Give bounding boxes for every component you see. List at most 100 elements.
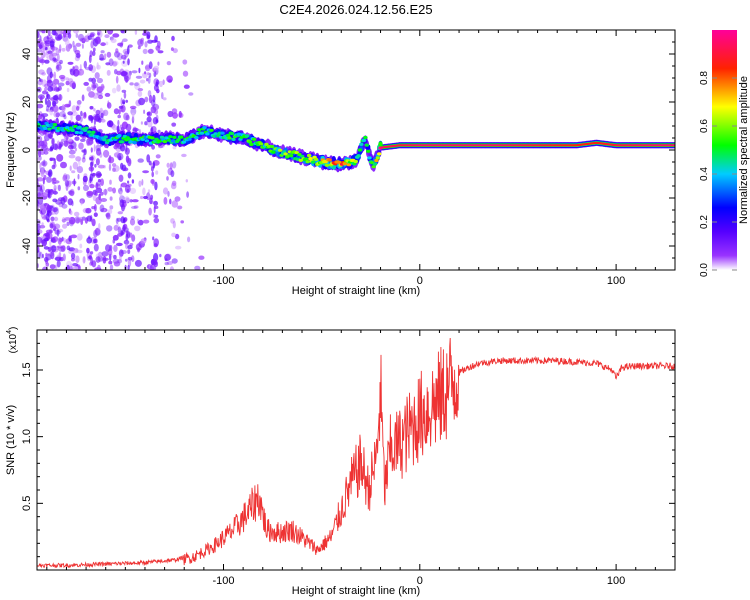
spectrogram-noise-cell: [43, 237, 49, 242]
spectrogram-noise-cell: [187, 236, 191, 243]
spectrogram-noise-cell: [72, 161, 79, 170]
spectrogram-noise-cell: [82, 112, 87, 119]
spectrogram-ridge-cell: [199, 131, 205, 135]
spectrogram-noise-cell: [52, 207, 58, 212]
spectrogram-noise-cell: [53, 184, 57, 193]
spectrogram-noise-cell: [137, 45, 141, 50]
spectrogram-ridge-cell: [225, 133, 231, 137]
spectrogram-noise-cell: [75, 248, 79, 252]
spectrogram-noise-cell: [46, 34, 53, 39]
spectrogram-noise-cell: [39, 204, 45, 211]
spectrogram-noise-cell: [146, 116, 152, 123]
spectrogram-noise-cell: [66, 264, 70, 270]
spectrogram-noise-cell: [119, 199, 125, 208]
colorbar-tick-label: 0.4: [699, 167, 710, 181]
snr-multiplier-close: ): [8, 327, 19, 330]
spectrogram-noise-cell: [68, 192, 74, 196]
spectrogram-noise-cell: [37, 229, 43, 234]
spectrogram-ridge-cell: [304, 157, 309, 161]
spectrogram-noise-cell: [171, 35, 175, 42]
spectrogram-ridge-cell: [236, 132, 242, 136]
spectrogram-noise-cell: [56, 228, 60, 237]
spectrogram-xtick-label: 100: [607, 275, 625, 287]
spectrogram-noise-cell: [39, 224, 46, 229]
spectrogram-noise-cell: [116, 217, 122, 222]
spectrogram-noise-cell: [131, 199, 139, 203]
spectrogram-noise-cell: [69, 188, 75, 197]
spectrogram-ytick-label: 20: [21, 96, 33, 108]
spectrogram-ridge-cell: [324, 163, 330, 167]
spectrogram-noise-cell: [91, 155, 94, 161]
spectrogram-noise-cell: [95, 36, 101, 45]
spectrogram-noise-cell: [132, 127, 139, 132]
svg-text:(x104): (x104): [6, 327, 19, 354]
spectrogram-noise-cell: [70, 234, 78, 239]
spectrogram-noise-cell: [104, 34, 110, 39]
spectrogram-ridge-cell: [366, 149, 371, 153]
spectrogram-ridge-cell: [371, 165, 376, 169]
spectrogram-ridge-cell: [103, 135, 108, 139]
spectrogram-noise-cell: [131, 179, 135, 184]
spectrogram-xlabel: Height of straight line (km): [292, 285, 420, 297]
spectrogram-noise-cell: [185, 179, 188, 183]
spectrogram-noise-cell: [93, 108, 96, 112]
spectrogram-ridge-cell: [74, 130, 80, 135]
spectrogram-noise-cell: [120, 216, 125, 224]
spectrogram-noise-cell: [115, 75, 119, 84]
spectrogram-noise-cell: [85, 207, 92, 214]
spectrogram-noise-cell: [90, 251, 94, 255]
spectrogram-noise-cell: [120, 231, 124, 236]
spectrogram-noise-cell: [37, 236, 42, 244]
spectrogram-noise-cell: [49, 71, 53, 79]
spectrogram-noise-cell: [134, 259, 142, 267]
spectrogram-noise-cell: [135, 243, 142, 251]
spectrogram-ridge-cell: [231, 137, 236, 141]
spectrogram-noise-cell: [120, 250, 127, 254]
spectrogram-noise-cell: [89, 161, 93, 167]
spectrogram-noise-cell: [56, 140, 60, 147]
spectrogram-noise-cell: [49, 264, 56, 270]
spectrogram-noise-cell: [59, 237, 63, 243]
spectrogram-noise-cell: [75, 156, 82, 162]
spectrogram-noise-cell: [137, 158, 144, 163]
spectrogram-noise-cell: [94, 191, 98, 196]
spectrogram-noise-cell: [47, 86, 54, 92]
spectrogram-noise-cell: [116, 70, 122, 76]
spectrogram-noise-cell: [116, 84, 121, 92]
spectrogram-ylabel: Frequency (Hz): [5, 112, 17, 188]
spectrogram-noise-cell: [146, 112, 151, 116]
spectrogram-noise-cell: [169, 266, 174, 270]
spectrogram-noise-cell: [59, 44, 62, 52]
spectrogram-noise-cell: [61, 217, 66, 224]
spectrogram-noise-cell: [127, 265, 130, 270]
spectrogram-noise-cell: [92, 92, 99, 99]
spectrogram-noise-cell: [63, 114, 67, 120]
spectrogram-noise-cell: [65, 80, 70, 86]
spectrogram-noise-cell: [109, 264, 114, 270]
spectrogram-noise-cell: [81, 94, 85, 102]
spectrogram-ridge-cell: [205, 132, 210, 136]
spectrogram-noise-cell: [106, 120, 114, 128]
spectrogram-noise-cell: [54, 256, 62, 261]
spectrogram-noise-cell: [49, 157, 53, 162]
spectrogram-noise-cell: [41, 222, 44, 226]
spectrogram-ridge-cell: [672, 144, 675, 147]
spectrogram-ridge-cell: [91, 130, 96, 134]
spectrogram-noise-cell: [45, 252, 48, 257]
spectrogram-noise-cell: [153, 243, 158, 248]
spectrogram-noise-cell: [154, 214, 159, 219]
spectrogram-noise-cell: [49, 109, 53, 116]
spectrogram-noise-cell: [106, 102, 112, 109]
spectrogram-noise-cell: [97, 179, 102, 183]
spectrogram-noise-cell: [172, 220, 176, 229]
spectrogram-noise-cell: [81, 216, 86, 221]
spectrogram-noise-cell: [63, 237, 66, 243]
spectrogram-noise-cell: [42, 90, 48, 95]
spectrogram-noise-cell: [71, 105, 77, 113]
snr-xtick-label: -100: [212, 575, 234, 587]
colorbar-tick-label: 0.2: [699, 215, 710, 229]
spectrogram-noise-cell: [170, 170, 175, 178]
spectrogram-noise-cell: [115, 217, 119, 224]
spectrogram-noise-cell: [75, 114, 82, 122]
